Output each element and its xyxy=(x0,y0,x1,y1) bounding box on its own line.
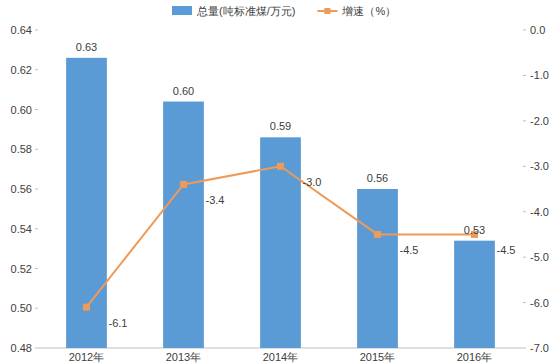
y2-tick-label: 0.0 xyxy=(530,24,545,36)
y-tick xyxy=(35,69,38,70)
x-tick-label: 2014年 xyxy=(263,351,298,363)
x-tick-label: 2016年 xyxy=(457,351,492,363)
chart: 0.48 0.50 0.52 0.54 0.56 0.58 0.60 0.62 0.64 0.0 -… xyxy=(0,0,557,364)
y2-tick xyxy=(523,166,526,167)
y2-tick xyxy=(523,348,526,349)
x-tick-label: 2012年 xyxy=(69,351,104,363)
y-tick-label: 0.64 xyxy=(11,24,32,36)
line-label: -6.1 xyxy=(109,317,128,329)
bar-label: 0.53 xyxy=(464,224,485,236)
line xyxy=(87,166,475,307)
y-tick xyxy=(35,268,38,269)
y-tick xyxy=(35,348,38,349)
y-tick-label: 0.50 xyxy=(11,302,32,314)
y-tick-label: 0.52 xyxy=(11,263,32,275)
y-tick xyxy=(35,228,38,229)
y-tick-label: 0.60 xyxy=(11,104,32,116)
y-tick xyxy=(35,189,38,190)
y2-tick-label: -2.0 xyxy=(530,115,549,127)
y-tick xyxy=(35,109,38,110)
line-marker xyxy=(83,304,90,311)
y2-tick xyxy=(523,302,526,303)
bar xyxy=(357,189,398,348)
line-label: -4.5 xyxy=(400,244,419,256)
bar xyxy=(163,102,204,348)
line-marker xyxy=(277,163,284,170)
plot-marks xyxy=(66,58,495,348)
y2-tick xyxy=(523,120,526,121)
y-tick-label: 0.62 xyxy=(11,64,32,76)
y-tick-label: 0.58 xyxy=(11,143,32,155)
y-tick-label: 0.54 xyxy=(11,223,32,235)
y2-tick-label: -1.0 xyxy=(530,69,549,81)
x-tick-label: 2015年 xyxy=(360,351,395,363)
y2-tick-label: -3.0 xyxy=(530,160,549,172)
line-label: -3.0 xyxy=(303,176,322,188)
line-label: -3.4 xyxy=(206,194,225,206)
y2-tick-label: -5.0 xyxy=(530,251,549,263)
bar-label: 0.63 xyxy=(76,41,97,53)
y2-tick-label: -7.0 xyxy=(530,342,549,354)
y-tick xyxy=(35,149,38,150)
legend-swatch xyxy=(172,6,192,15)
y2-tick-label: -6.0 xyxy=(530,297,549,309)
line-label: -4.5 xyxy=(497,244,516,256)
y2-tick xyxy=(523,211,526,212)
line-marker xyxy=(180,181,187,188)
bar-label: 0.59 xyxy=(270,120,291,132)
bar xyxy=(454,241,495,348)
bar-label: 0.60 xyxy=(173,85,194,97)
y2-tick xyxy=(523,30,526,31)
data-labels: 0.63 0.60 0.59 0.56 0.53 -6.1 -3.4 -3.0 -4.5 -4.5 xyxy=(76,41,516,329)
background xyxy=(0,0,557,364)
y-tick xyxy=(35,308,38,309)
y-tick xyxy=(35,30,38,31)
y2-tick xyxy=(523,257,526,258)
legend-label: 增速（%） xyxy=(341,5,396,17)
legend-label: 总量(吨标准煤/万元) xyxy=(196,5,295,17)
y-tick-label: 0.56 xyxy=(11,183,32,195)
y2-tick xyxy=(523,75,526,76)
legend-marker xyxy=(324,8,330,14)
bar-label: 0.56 xyxy=(367,172,388,184)
x-tick-label: 2013年 xyxy=(166,351,201,363)
y2-tick-label: -4.0 xyxy=(530,206,549,218)
y-tick-label: 0.48 xyxy=(11,342,32,354)
line-marker xyxy=(374,231,381,238)
bar xyxy=(66,58,107,348)
legend: 总量(吨标准煤/万元) 增速（%） xyxy=(172,5,396,17)
